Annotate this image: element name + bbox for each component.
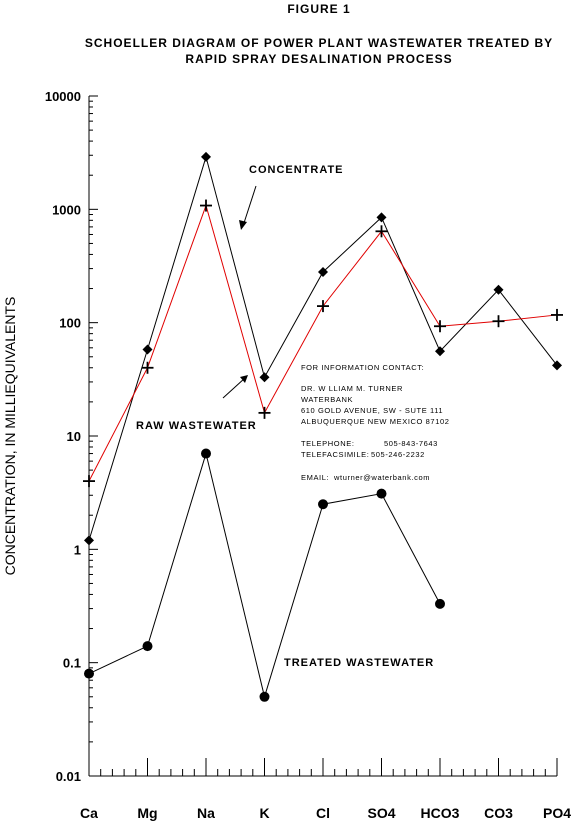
y-tick-label: 0.01 — [56, 769, 81, 784]
contact-fax-label: TELEFACSIMILE: — [301, 450, 369, 459]
treated-wastewater-point — [142, 641, 153, 652]
figure-label: FIGURE 1 — [287, 2, 350, 16]
raw-wastewater-arrowhead — [240, 375, 248, 383]
y-tick-label: 1 — [74, 542, 81, 557]
y-tick-label: 100 — [59, 316, 81, 331]
treated-wastewater-point — [84, 668, 94, 679]
raw-wastewater-point — [200, 199, 212, 212]
x-tick-label: PO4 — [543, 805, 571, 821]
treated-wastewater-point — [318, 499, 328, 510]
concentrate-arrow — [242, 185, 257, 227]
x-tick-label: Mg — [137, 805, 157, 821]
concentrate-point — [552, 360, 562, 371]
contact-email-label: EMAIL: — [301, 473, 329, 482]
raw-wastewater-point — [375, 225, 388, 238]
axes — [88, 95, 558, 777]
contact-telephone-label: TELEPHONE: — [301, 439, 355, 448]
concentrate-annotation: CONCENTRATE — [249, 164, 344, 176]
raw-wastewater-point — [141, 361, 154, 374]
raw-wastewater-point — [258, 406, 271, 419]
raw-wastewater-point — [83, 475, 95, 488]
contact-name: DR. W LLIAM M. TURNER — [301, 384, 403, 393]
contact-block: FOR INFORMATION CONTACT: DR. W LLIAM M. … — [301, 363, 450, 482]
contact-address2: ALBUQUERQUE NEW MEXICO 87102 — [301, 417, 450, 426]
concentrate-point — [376, 212, 387, 223]
treated-wastewater-point — [435, 598, 445, 609]
series-group — [83, 151, 563, 702]
x-tick-label: HCO3 — [421, 805, 460, 821]
concentrate-point — [84, 535, 94, 546]
concentrate-point — [493, 284, 504, 295]
concentrate-line — [88, 155, 558, 541]
concentrate-point — [142, 344, 153, 355]
contact-org: WATERBANK — [301, 395, 353, 404]
treated-wastewater-point — [259, 691, 270, 702]
raw-wastewater-point — [492, 315, 505, 328]
x-tick-label: Na — [197, 805, 215, 821]
x-tick-labels: Ca Mg Na K Cl SO4 HCO3 CO3 PO4 — [80, 805, 571, 821]
contact-heading: FOR INFORMATION CONTACT: — [301, 363, 424, 372]
y-axis-label: CONCENTRATION, IN MILLIEQUIVALENTS — [2, 297, 18, 576]
contact-telephone: 505-843-7643 — [384, 439, 438, 448]
concentrate-point — [318, 266, 328, 277]
concentrate-arrowhead — [239, 220, 247, 230]
y-tick-label: 1000 — [52, 202, 81, 217]
treated-wastewater-point — [376, 488, 387, 499]
contact-address1: 610 GOLD AVENUE, SW - SUTE 111 — [301, 406, 443, 415]
contact-fax: 505-246-2232 — [371, 450, 425, 459]
contact-email: wturner@waterbank.com — [333, 473, 430, 482]
y-tick-label: 0.1 — [63, 656, 81, 671]
concentrate-point — [435, 346, 445, 357]
x-tick-label: SO4 — [367, 805, 395, 821]
x-tick-label: K — [259, 805, 269, 821]
y-tick-labels: 0.01 0.1 1 10 100 1000 10000 — [45, 89, 81, 784]
y-tick-label: 10000 — [45, 89, 81, 104]
treated-wastewater-annotation: TREATED WASTEWATER — [284, 657, 434, 669]
x-tick-label: Cl — [316, 805, 330, 821]
chart-subtitle: RAPID SPRAY DESALINATION PROCESS — [185, 52, 452, 66]
concentrate-point — [259, 372, 270, 383]
x-tick-label: Ca — [80, 805, 98, 821]
x-tick-label: CO3 — [484, 805, 513, 821]
y-tick-label: 10 — [67, 429, 81, 444]
raw-wastewater-annotation: RAW WASTEWATER — [136, 420, 257, 432]
raw-wastewater-arrow — [222, 377, 246, 399]
raw-wastewater-point — [434, 320, 446, 333]
treated-wastewater-point — [201, 448, 211, 459]
raw-wastewater-point — [551, 308, 563, 321]
raw-wastewater-point — [317, 300, 329, 313]
chart-title: SCHOELLER DIAGRAM OF POWER PLANT WASTEWA… — [85, 36, 553, 50]
concentrate-point — [201, 151, 211, 162]
